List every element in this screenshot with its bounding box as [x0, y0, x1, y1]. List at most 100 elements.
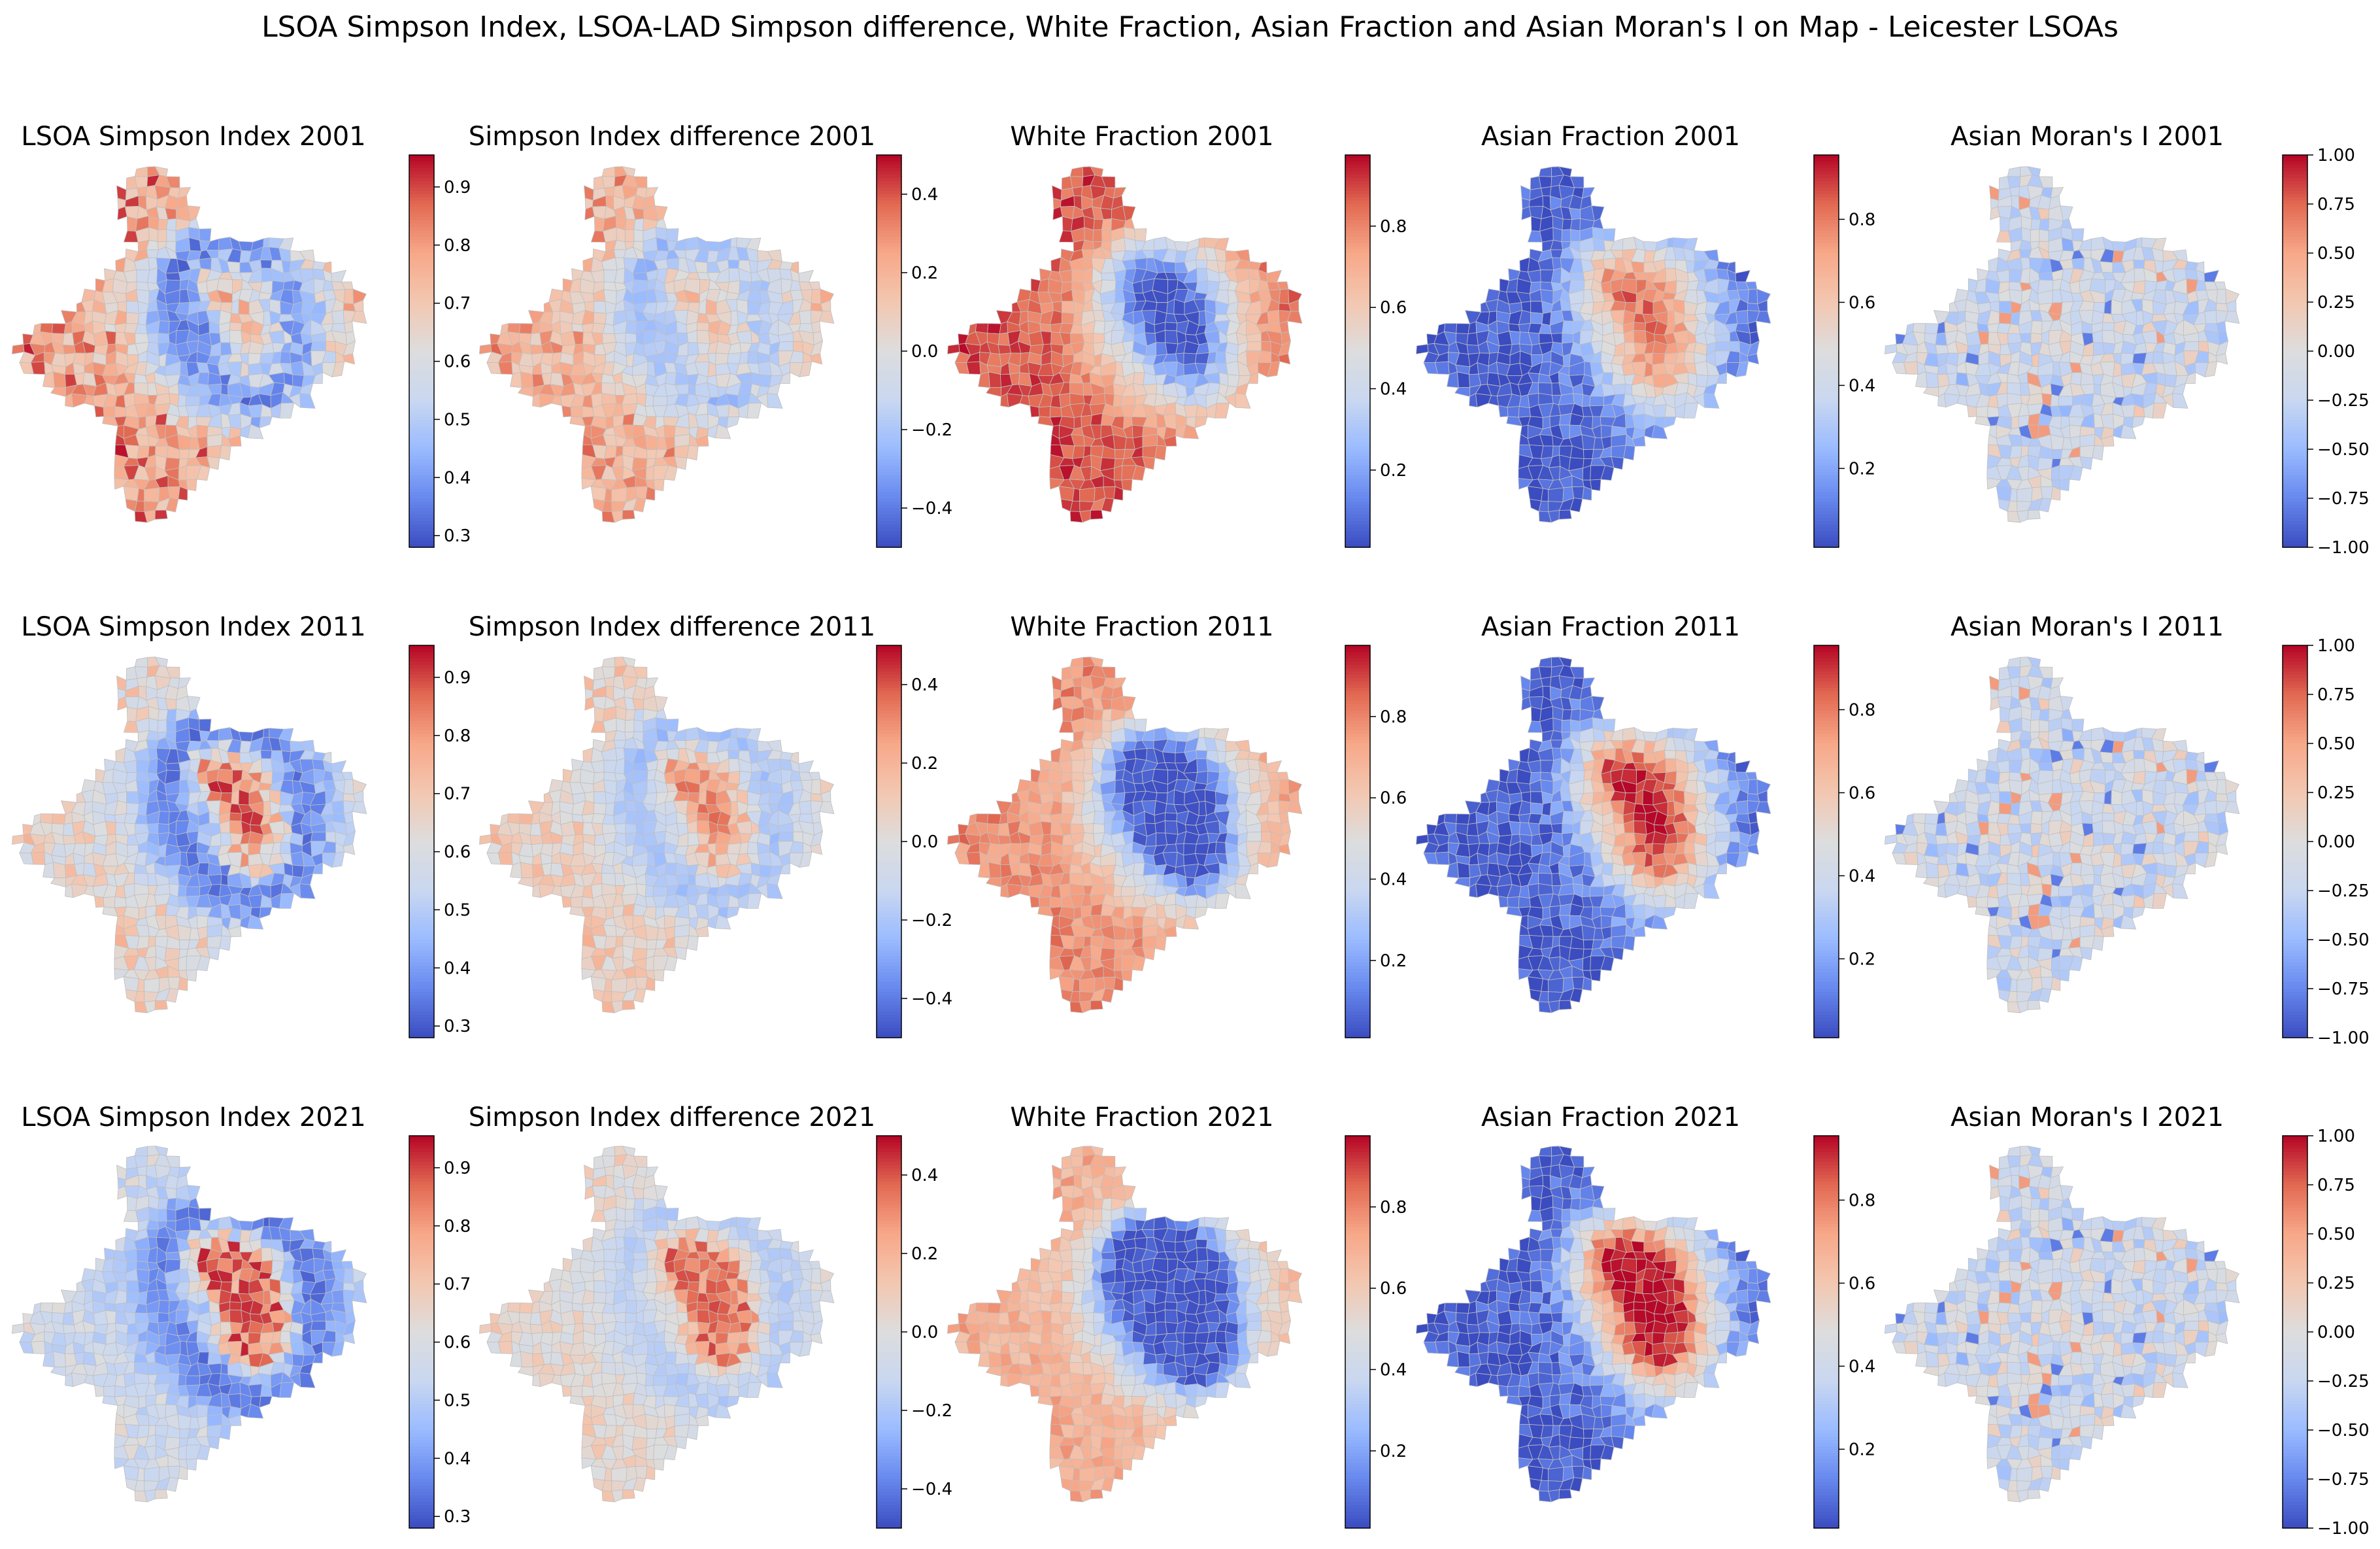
- colorbar-band: [1345, 475, 1370, 479]
- colorbar-band: [409, 207, 434, 211]
- colorbar-band: [409, 835, 434, 839]
- lsoa-polygon: [310, 831, 326, 842]
- colorbar-band: [877, 806, 901, 809]
- colorbar-band: [877, 537, 901, 541]
- colorbar-band: [1814, 417, 1839, 420]
- colorbar-band: [1345, 276, 1370, 280]
- lsoa-polygon: [165, 762, 181, 772]
- lsoa-polygon: [71, 393, 88, 408]
- colorbar-band: [2283, 341, 2307, 345]
- colorbar-band: [877, 197, 901, 201]
- colorbar-band: [1345, 456, 1370, 460]
- lsoa-polygon: [730, 237, 737, 248]
- lsoa-polygon: [1120, 396, 1136, 407]
- colorbar-band: [409, 809, 434, 813]
- lsoa-polygon: [2039, 218, 2050, 231]
- colorbar-band: [2283, 168, 2307, 172]
- colorbar-band: [409, 1031, 434, 1035]
- colorbar-band: [1814, 299, 1839, 303]
- colorbar-band: [877, 217, 901, 221]
- colorbar-band: [877, 410, 901, 414]
- colorbar-band: [2283, 466, 2307, 469]
- lsoa-polygon: [116, 675, 127, 691]
- colorbar-band: [1814, 472, 1839, 476]
- colorbar-band: [2283, 354, 2307, 358]
- lsoa-polygon: [134, 883, 150, 896]
- colorbar-band: [2283, 175, 2307, 179]
- lsoa-polygon: [62, 344, 76, 355]
- colorbar-band: [1814, 309, 1839, 313]
- colorbar-band: [877, 338, 901, 342]
- colorbar-band: [2283, 276, 2307, 280]
- colorbar-band: [1345, 292, 1370, 296]
- colorbar-band: [409, 191, 434, 195]
- colorbar-band: [409, 181, 434, 185]
- lsoa-polygon: [997, 344, 1012, 355]
- lsoa-polygon: [2050, 434, 2064, 451]
- lsoa-polygon: [1683, 351, 1696, 364]
- colorbar-band: [409, 194, 434, 198]
- colorbar-band: [409, 1015, 434, 1019]
- colorbar-band: [877, 874, 901, 878]
- lsoa-polygon: [1581, 434, 1596, 451]
- colorbar-band: [409, 815, 434, 819]
- colorbar-band: [877, 413, 901, 417]
- lsoa-polygon: [179, 939, 190, 950]
- lsoa-polygon: [965, 361, 981, 375]
- colorbar-band: [877, 534, 901, 538]
- colorbar-band: [877, 838, 901, 842]
- colorbar-band: [409, 266, 434, 270]
- lsoa-polygon: [2093, 383, 2102, 396]
- colorbar-band: [877, 995, 901, 999]
- colorbar-band: [877, 348, 901, 352]
- colorbar-band: [877, 469, 901, 473]
- lsoa-polygon: [1267, 310, 1280, 324]
- lsoa-polygon: [2099, 261, 2113, 273]
- colorbar-band: [409, 877, 434, 881]
- colorbar-band: [877, 214, 901, 218]
- colorbar-band: [877, 779, 901, 783]
- colorbar-band: [1345, 184, 1370, 188]
- lsoa-polygon: [570, 896, 583, 908]
- lsoa-polygon: [1527, 486, 1543, 502]
- colorbar-band: [877, 439, 901, 443]
- lsoa-polygon: [260, 750, 273, 759]
- colorbar-band: [1814, 289, 1839, 293]
- lsoa-polygon: [798, 269, 814, 282]
- colorbar-band: [1345, 305, 1370, 309]
- lsoa-polygon: [646, 939, 658, 950]
- colorbar-band: [1345, 400, 1370, 404]
- colorbar-band: [409, 439, 434, 443]
- colorbar-band: [1345, 488, 1370, 492]
- lsoa-polygon: [686, 935, 699, 951]
- colorbar-band: [2283, 188, 2307, 192]
- colorbar-band: [1345, 374, 1370, 378]
- lsoa-polygon: [279, 842, 292, 855]
- lsoa-polygon: [2111, 241, 2126, 252]
- colorbar-band: [409, 289, 434, 293]
- colorbar-band: [409, 943, 434, 947]
- lsoa-polygon: [114, 896, 127, 908]
- colorbar-band: [409, 521, 434, 525]
- colorbar-band: [409, 757, 434, 760]
- lsoa-polygon: [2198, 341, 2209, 353]
- colorbar-band: [409, 436, 434, 440]
- lsoa-polygon: [633, 762, 648, 772]
- lsoa-polygon: [2009, 445, 2022, 459]
- colorbar-band: [409, 472, 434, 476]
- colorbar-band: [409, 240, 434, 244]
- lsoa-polygon: [2009, 186, 2020, 197]
- lsoa-polygon: [1142, 445, 1158, 458]
- colorbar-band: [2283, 171, 2307, 175]
- colorbar-band: [409, 828, 434, 832]
- lsoa-polygon: [229, 812, 243, 822]
- colorbar-band: [877, 384, 901, 388]
- colorbar-band: [877, 783, 901, 787]
- lsoa-polygon: [148, 227, 159, 243]
- lsoa-polygon: [625, 823, 637, 834]
- colorbar-band: [2283, 403, 2307, 407]
- lsoa-map-white-2001: [947, 166, 1303, 523]
- colorbar-band: [877, 256, 901, 260]
- lsoa-polygon: [2071, 228, 2085, 242]
- colorbar-band: [1814, 256, 1839, 260]
